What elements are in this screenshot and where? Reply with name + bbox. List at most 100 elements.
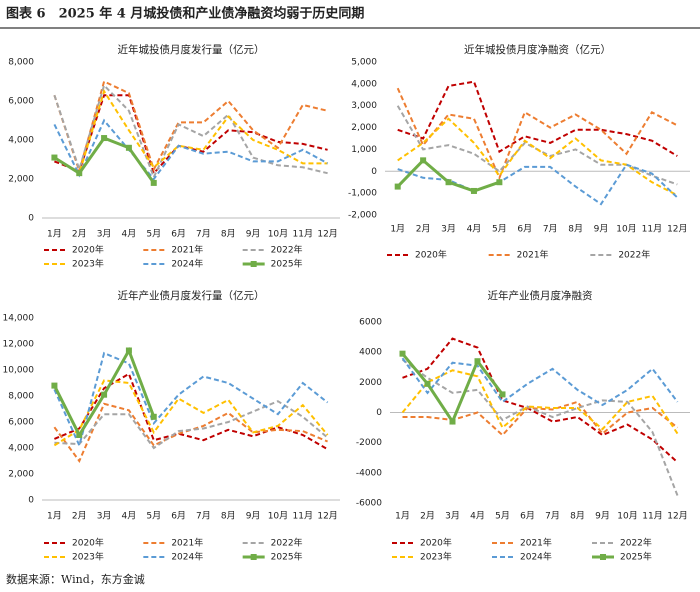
point-marker [499,391,506,398]
x-tick-label: 11月 [293,229,313,240]
series-line [53,351,329,449]
x-tick-label: 2月 [72,229,87,240]
series-line [396,87,678,181]
point-marker [51,154,58,161]
y-tick-label: 1,000 [351,145,377,155]
x-tick-label: 8月 [221,229,236,240]
figure-title: 图表 6 2025 年 4 月城投债和产业债净融资均弱于历史同期 [6,6,364,22]
x-tick-label: 2月 [420,511,435,522]
chart-title: 近年产业债月度净融资 [488,289,593,302]
x-tick-label: 1月 [390,224,405,235]
point-marker [125,144,132,151]
y-tick-label: 4,000 [351,79,377,89]
point-marker [424,380,431,387]
y-tick-label: 5,000 [351,58,377,68]
series-line [397,117,678,197]
x-tick-label: 7月 [543,224,558,235]
legend-label: 2020年 [420,537,452,549]
y-tick-label: 4000 [359,348,382,358]
point-marker [101,391,108,398]
x-tick-label: 2月 [72,511,87,522]
y-tick-label: -2000 [356,438,382,448]
y-tick-label: 8,000 [8,392,34,402]
point-marker [51,382,58,389]
legend-marker [600,554,606,560]
x-tick-label: 3月 [97,229,112,240]
x-tick-label: 7月 [196,229,211,240]
point-marker [496,179,503,186]
x-tick-label: 6月 [520,511,535,522]
legend-marker [250,261,257,267]
point-marker [449,418,456,425]
y-tick-label: 2000 [359,378,382,388]
legend-label: 2024年 [171,551,203,563]
y-tick-label: 4,000 [8,136,34,146]
x-tick-label: 7月 [196,511,211,522]
x-tick-label: 10月 [617,511,637,522]
x-tick-label: 9月 [246,511,261,522]
y-tick-label: -6000 [356,499,382,509]
chart-title: 近年产业债月度发行量（亿元） [118,289,265,302]
x-tick-label: 9月 [595,511,610,522]
x-tick-label: 4月 [122,229,137,240]
x-tick-label: 10月 [268,229,288,240]
point-marker [150,413,157,420]
legend-label: 2025年 [620,551,652,563]
x-tick-label: 3月 [97,511,112,522]
x-tick-label: 5月 [495,511,510,522]
point-marker [470,187,477,194]
x-tick-label: 8月 [568,224,583,235]
series-line [401,358,679,496]
y-tick-label: 0 [371,167,377,177]
point-marker [150,179,157,186]
legend-label: 2023年 [72,258,104,270]
legend-label: 2025年 [271,258,303,270]
x-tick-label: 6月 [171,511,186,522]
x-tick-label: 11月 [642,511,662,522]
point-marker [125,347,132,354]
point-marker [474,358,481,365]
legend-marker [250,554,257,560]
y-tick-label: 4,000 [8,444,34,454]
series-line [397,80,678,157]
y-tick-label: -4000 [356,468,382,478]
legend-label: 2023年 [72,551,104,563]
y-tick-label: 0 [28,214,34,224]
x-tick-label: 6月 [171,229,186,240]
x-tick-label: 10月 [268,511,288,522]
x-tick-label: 12月 [317,511,337,522]
x-tick-label: 1月 [47,511,62,522]
legend-label: 2025年 [271,551,303,563]
legend-label: 2021年 [171,244,203,256]
legend-label: 2020年 [72,244,104,256]
y-tick-label: 3,000 [351,101,377,111]
series-line [401,369,679,435]
y-tick-label: 12,000 [3,340,35,350]
y-tick-label: 2,000 [351,123,377,133]
y-tick-label: 6,000 [8,97,34,107]
series-line [396,158,500,193]
series-line [53,118,329,181]
x-tick-label: 3月 [445,511,460,522]
point-marker [420,157,427,164]
legend-label: 2020年 [415,249,447,261]
legend-label: 2024年 [520,551,552,563]
point-marker [394,183,401,190]
series-line [53,379,329,447]
x-tick-label: 3月 [441,224,456,235]
series-line [402,337,679,464]
y-tick-label: 8,000 [8,58,34,68]
y-tick-label: 0 [28,496,34,506]
source-note: 数据来源：Wind，东方金诚 [6,572,145,586]
x-tick-label: 12月 [667,511,687,522]
point-marker [76,432,83,438]
y-tick-label: 10,000 [3,366,35,376]
y-tick-label: 2,000 [8,175,34,185]
series-line [397,163,678,206]
x-tick-label: 2月 [416,224,431,235]
x-tick-label: 8月 [570,511,585,522]
legend-label: 2022年 [271,537,303,549]
series-line [53,88,328,175]
legend-label: 2021年 [171,537,203,549]
series-line [402,400,679,437]
